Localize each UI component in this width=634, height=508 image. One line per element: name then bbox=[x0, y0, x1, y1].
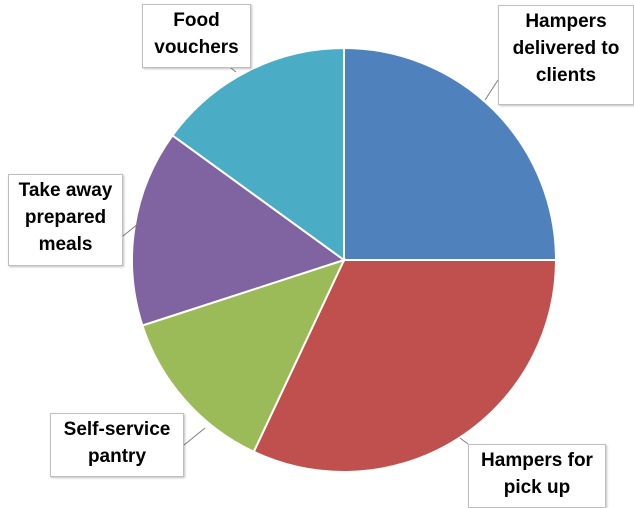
slice-hampers-delivered bbox=[343, 46, 558, 261]
label-hampers-pickup: Hampers for pick up bbox=[468, 444, 606, 508]
leader-hampers-pickup bbox=[459, 437, 469, 445]
label-take-away: Take away prepared meals bbox=[8, 174, 123, 266]
label-food-vouchers: Food vouchers bbox=[142, 4, 251, 68]
pie-slices bbox=[131, 46, 558, 473]
leader-self-service bbox=[183, 427, 206, 446]
label-self-service: Self-service pantry bbox=[50, 413, 184, 477]
leader-take-away bbox=[122, 223, 139, 237]
leader-food-vouchers bbox=[230, 67, 237, 73]
leader-hampers-delivered bbox=[484, 79, 499, 101]
leader-lines bbox=[122, 67, 499, 446]
label-hampers-delivered: Hampers delivered to clients bbox=[498, 5, 634, 105]
slice-hampers-pickup bbox=[252, 259, 558, 473]
slice-self-service bbox=[141, 258, 346, 454]
slice-food-vouchers bbox=[171, 46, 345, 262]
